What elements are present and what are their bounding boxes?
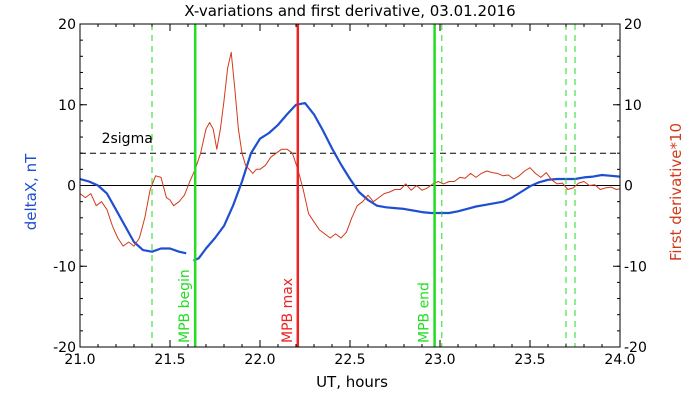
x-tick-label: 23.5: [514, 352, 545, 368]
y-axis-right-label: First derivative*10: [667, 123, 685, 261]
y-right-tick-label: 10: [624, 98, 642, 114]
x-tick-label: 23.0: [424, 352, 455, 368]
x-tick-label: 21.0: [64, 352, 95, 368]
y-right-tick-label: 20: [624, 17, 642, 33]
vline-label-mpb-begin: MPB begin: [177, 269, 193, 343]
x-tick-label: 22.0: [244, 352, 275, 368]
x-tick-label: 21.5: [154, 352, 185, 368]
y-axis-left-label: deltaX, nT: [22, 153, 40, 230]
y-right-tick-label: 0: [624, 179, 633, 195]
y-right-tick-label: -20: [624, 340, 647, 356]
y-left-tick-label: -20: [53, 340, 76, 356]
series-line-deltax: [80, 102, 620, 262]
x-tick-label: 22.5: [334, 352, 365, 368]
chart-title: X-variations and first derivative, 03.01…: [184, 2, 515, 20]
vline-label-mpb-max: MPB max: [280, 278, 296, 343]
overlay-annotations: 2sigma MPB begin MPB max MPB end: [102, 24, 576, 347]
threshold-label: 2sigma: [102, 131, 153, 147]
x-axis-label: UT, hours: [316, 373, 388, 391]
plot-area: [80, 51, 620, 262]
x-tick-label: 24.0: [604, 352, 635, 368]
y-left-tick-label: 20: [58, 17, 76, 33]
y-right-tick-label: -10: [624, 259, 647, 275]
series-line-derivative: [80, 51, 620, 247]
y-left-tick-label: 0: [67, 179, 76, 195]
y-left-tick-label: 10: [58, 98, 76, 114]
y-left-tick-label: -10: [53, 259, 76, 275]
axes: 21.0 21.5 22.0 22.5 23.0 23.5 24.0 20 10 0 -10 -20 2…: [53, 17, 647, 368]
vline-label-mpb-end: MPB end: [417, 282, 433, 343]
